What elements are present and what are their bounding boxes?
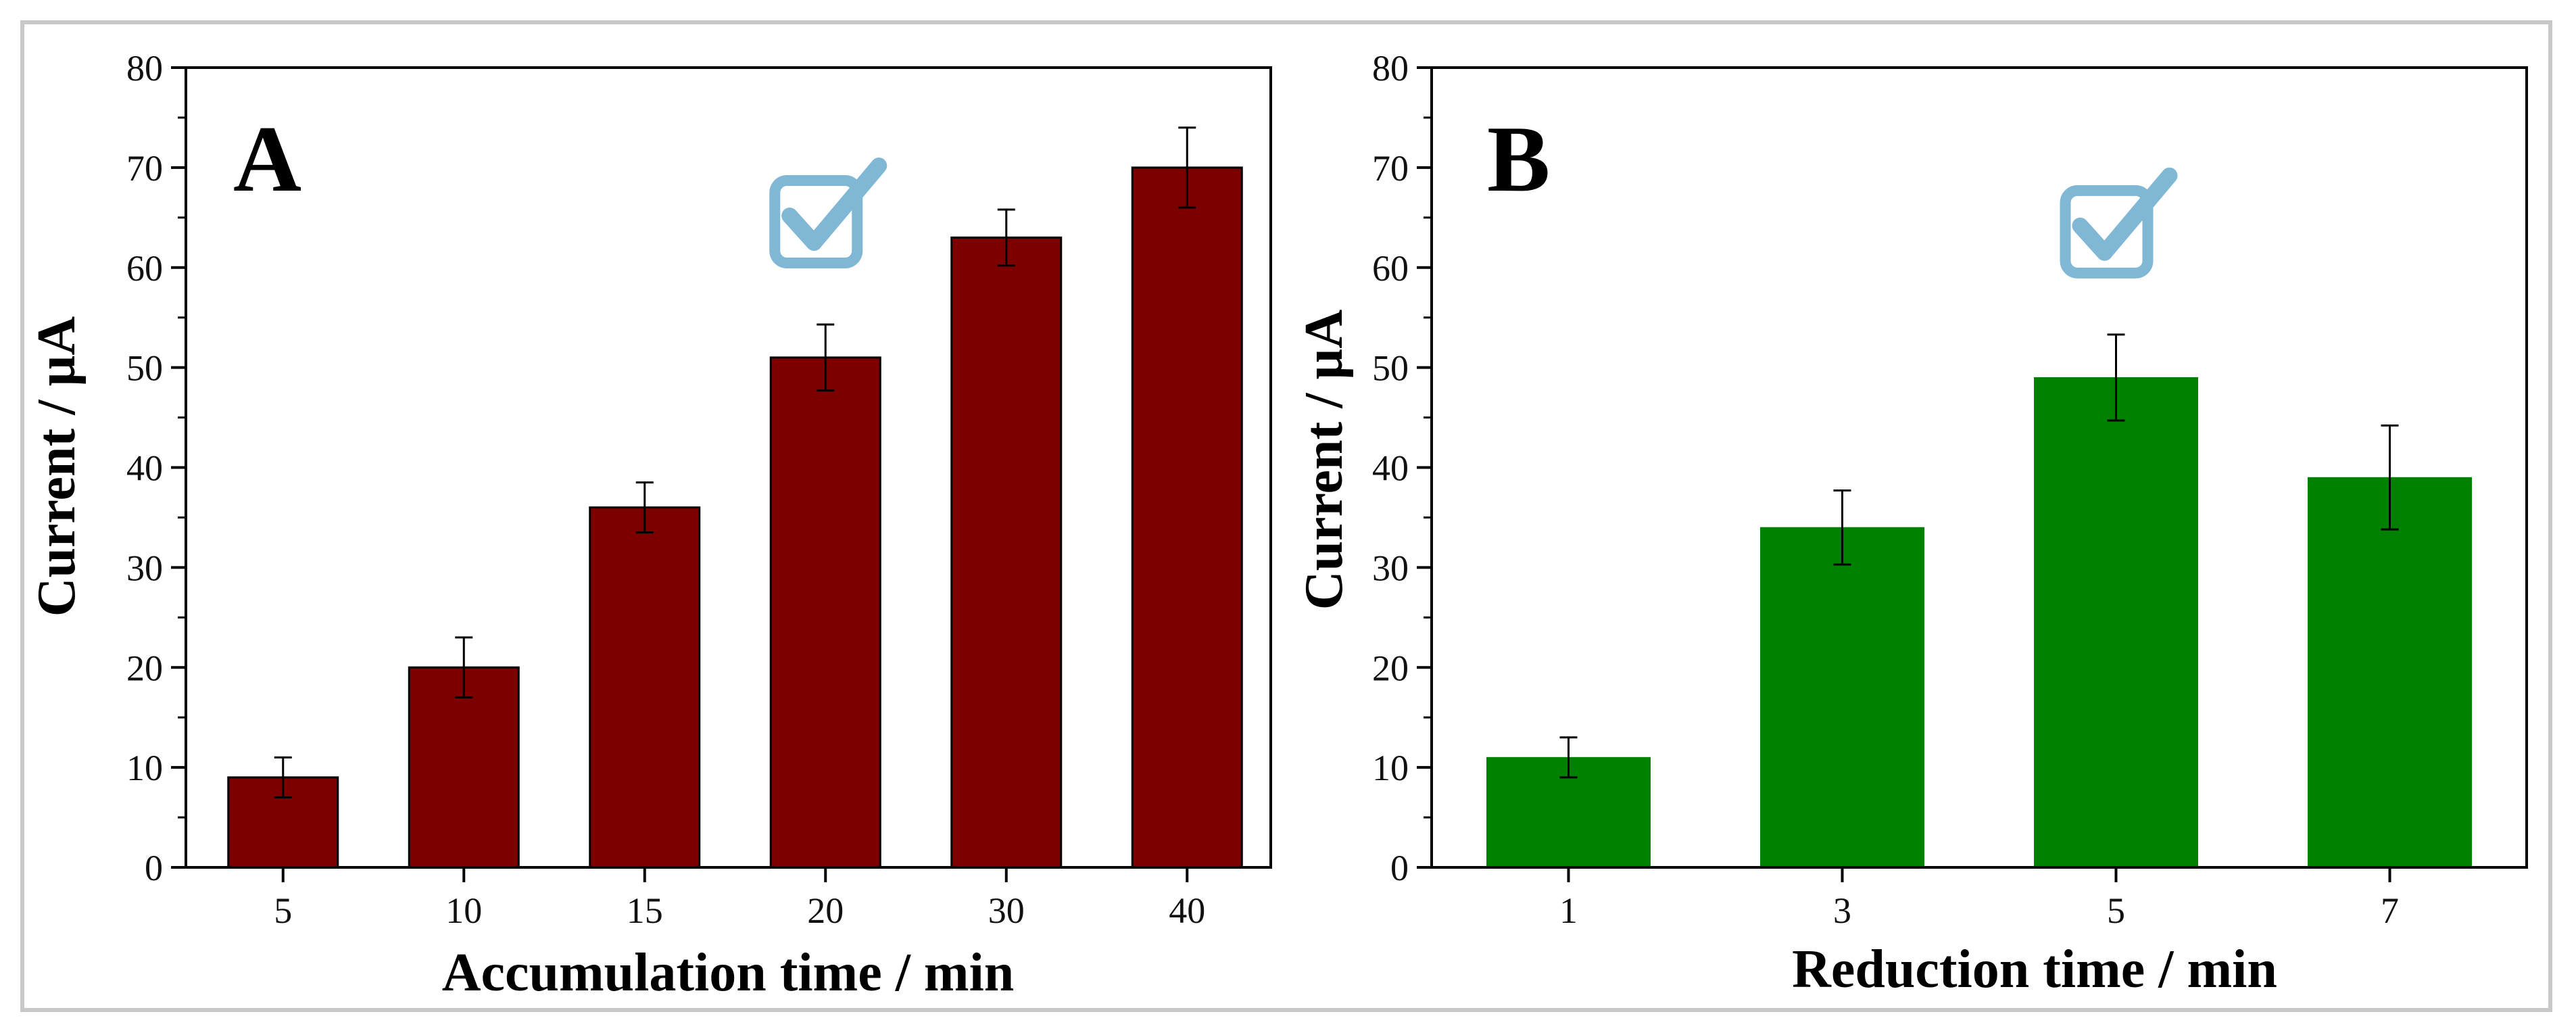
panel-a-y-tick-label: 40 bbox=[126, 448, 163, 489]
panel-b-x-tick-label: 3 bbox=[1833, 890, 1851, 931]
figure-frame bbox=[20, 20, 2552, 1012]
panel-a-bar-30 bbox=[950, 236, 1063, 869]
panel-a-x-tick-label: 30 bbox=[988, 890, 1025, 931]
panel-b: B Reduction time / min Current / µA 0 10 2… bbox=[1294, 48, 2528, 999]
panel-a-x-tick-label: 40 bbox=[1169, 890, 1205, 931]
panel-a-x-tick-label: 15 bbox=[627, 890, 663, 931]
panel-b-bar-7 bbox=[2308, 477, 2472, 868]
checkmark bbox=[2072, 167, 2178, 261]
panel-a-bar-15 bbox=[589, 506, 701, 869]
panel-a-x-tick-label: 5 bbox=[274, 890, 292, 931]
panel-a-y-tick-label: 0 bbox=[145, 848, 163, 888]
panel-a-y-tick-label: 30 bbox=[126, 548, 163, 588]
panel-a-x-axis-title: Accumulation time / min bbox=[442, 943, 1015, 1003]
panel-a-bar-20 bbox=[769, 356, 881, 869]
panel-b-bar-3 bbox=[1760, 527, 1924, 868]
panel-b-y-tick-label: 30 bbox=[1372, 548, 1409, 588]
checkbox-checked-icon bbox=[769, 158, 888, 269]
checkmark bbox=[781, 158, 888, 251]
panel-b-y-tick-label: 10 bbox=[1372, 748, 1409, 788]
panel-b-x-tick-label: 7 bbox=[2381, 890, 2399, 931]
panel-b-y-tick-label: 50 bbox=[1372, 348, 1409, 389]
panel-a-y-tick-label: 60 bbox=[126, 248, 163, 289]
panel-b-y-tick-label: 0 bbox=[1390, 848, 1409, 888]
panel-a-y-axis-title: Current / µA bbox=[27, 316, 87, 617]
panel-a-y-tick-label: 70 bbox=[126, 148, 163, 189]
panel-b-x-tick-label: 5 bbox=[2107, 890, 2125, 931]
panel-b-y-tick-label: 80 bbox=[1372, 48, 1409, 89]
panel-b-plot-area bbox=[1430, 66, 2528, 869]
panel-a-y-tick-label: 10 bbox=[126, 748, 163, 788]
checkbox-checked-icon bbox=[2060, 167, 2178, 279]
panel-a-x-tick-label: 20 bbox=[807, 890, 844, 931]
panel-b-label: B bbox=[1487, 107, 1550, 212]
panel-b-x-tick-label: 1 bbox=[1559, 890, 1578, 931]
panel-a-plot-area bbox=[185, 66, 1272, 869]
panel-b-y-tick-label: 60 bbox=[1372, 248, 1409, 289]
checkbox-frame bbox=[2060, 185, 2154, 279]
panel-b-y-tick-label: 40 bbox=[1372, 448, 1409, 489]
panel-b-x-axis-title: Reduction time / min bbox=[1792, 940, 2277, 999]
checkbox-frame bbox=[769, 175, 863, 269]
panel-b-bar-5 bbox=[2034, 377, 2198, 868]
panel-a-x-tick-label: 10 bbox=[445, 890, 482, 931]
panel-a: A Accumulation time / min Current / µA 0… bbox=[27, 48, 1272, 1003]
panel-a-y-tick-label: 20 bbox=[126, 648, 163, 688]
panel-a-y-tick-label: 80 bbox=[126, 48, 163, 89]
panel-a-bar-40 bbox=[1131, 166, 1243, 869]
panel-a-y-tick-label: 50 bbox=[126, 348, 163, 389]
panel-b-y-tick-label: 20 bbox=[1372, 648, 1409, 688]
panel-b-y-axis-title: Current / µA bbox=[1294, 309, 1354, 610]
panel-a-label: A bbox=[233, 107, 301, 212]
panel-b-y-tick-label: 70 bbox=[1372, 148, 1409, 189]
